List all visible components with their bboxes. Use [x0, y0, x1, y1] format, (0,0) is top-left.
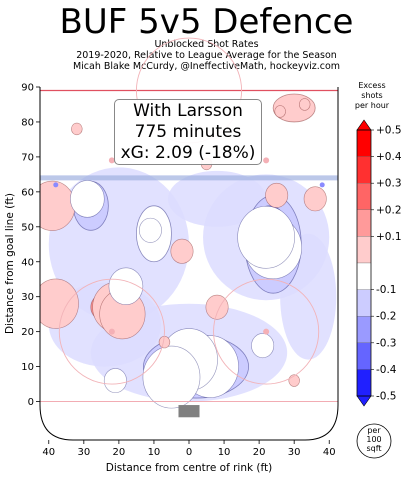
- y-tick-label: 90: [21, 83, 34, 94]
- colorbar-tick-label: -0.5: [376, 391, 397, 403]
- expected-goals: xG: 2.09 (-18%): [120, 143, 256, 163]
- y-tick-label: 60: [21, 187, 34, 198]
- y-tick-label: 50: [21, 222, 34, 233]
- faceoff-dot: [263, 157, 270, 164]
- chart-subtitle-metric: Unblocked Shot Rates: [154, 39, 259, 50]
- chart-subtitle-credits: Micah Blake McCurdy, @IneffectiveMath, h…: [72, 61, 341, 72]
- colorbar-swatch: [356, 236, 372, 264]
- neutral-dot: [53, 182, 59, 188]
- heat-hotspot: [138, 217, 162, 243]
- faceoff-circle: [58, 278, 165, 385]
- colorbar-tick-label: -0.3: [376, 337, 397, 349]
- heat-hotspot: [40, 180, 76, 231]
- colorbar-tick-label: +0.1: [376, 231, 402, 243]
- colorbar-swatch: [356, 369, 372, 397]
- colorbar-swatch: [356, 129, 372, 157]
- unit-badge-label: sqft: [366, 444, 381, 453]
- colorbar-swatch: [356, 209, 372, 237]
- colorbar-tick-label: +0.5: [376, 125, 402, 137]
- rink-markings: [39, 37, 339, 441]
- heat-hotspot: [274, 105, 286, 118]
- y-tick-label: 80: [21, 117, 34, 128]
- colorbar-bottom-arrow: [356, 395, 372, 407]
- heat-hotspot: [303, 186, 327, 212]
- y-tick-label: 20: [21, 327, 34, 338]
- unit-badge: [356, 423, 392, 459]
- faceoff-circle: [213, 278, 320, 385]
- colorbar-title: Excess: [358, 81, 385, 90]
- player-info-box: With Larsson 775 minutes xG: 2.09 (-18%): [114, 99, 262, 165]
- x-tick-label: 20: [253, 447, 266, 458]
- heat-hotspot: [298, 98, 311, 111]
- colorbar-title: shots: [361, 91, 382, 100]
- colorbar-top-arrow: [356, 119, 372, 131]
- heat-hotspot: [103, 368, 127, 394]
- player-name: With Larsson: [133, 101, 243, 121]
- chart-title: BUF 5v5 Defence: [59, 2, 354, 42]
- neutral-dot: [319, 182, 325, 188]
- y-tick-label: 10: [21, 362, 34, 373]
- y-axis-label: Distance from goal line (ft): [4, 193, 16, 334]
- heat-background-region: [167, 170, 267, 227]
- colorbar-swatch: [356, 342, 372, 370]
- heat-hotspot: [40, 278, 79, 329]
- heat-hotspot: [237, 205, 295, 269]
- axes: 0 10 20 30 40 50 60 70 80 90 40 30 20 10 0 10 20 30 40 Dist…: [4, 83, 336, 475]
- faceoff-dot: [263, 328, 270, 335]
- heat-hotspot: [142, 345, 201, 409]
- goal-net: [178, 405, 200, 418]
- colorbar-tick-label: -0.1: [376, 284, 397, 296]
- heat-hotspot: [205, 294, 229, 320]
- heat-hotspot: [70, 180, 105, 218]
- unit-badge-label: per: [367, 426, 381, 435]
- y-tick-label: 70: [21, 152, 34, 163]
- colorbar-frame: [356, 129, 372, 397]
- unit-badge-label: 100: [366, 435, 381, 444]
- x-tick-label: 0: [186, 447, 192, 458]
- colorbar-swatch: [356, 262, 372, 290]
- x-tick-label: 10: [218, 447, 231, 458]
- colorbar-tick-label: -0.2: [376, 311, 397, 323]
- x-tick-label: 30: [77, 447, 90, 458]
- colorbar-swatch: [356, 289, 372, 317]
- colorbar-tick-label: +0.2: [376, 204, 402, 216]
- colorbar-swatch: [356, 316, 372, 343]
- colorbar-title: per hour: [355, 101, 390, 110]
- colorbar-tick-label: +0.4: [376, 151, 402, 163]
- y-tick-label: 0: [28, 397, 34, 408]
- x-tick-label: 40: [323, 447, 336, 458]
- x-tick-label: 10: [148, 447, 161, 458]
- colorbar-tick-label: -0.4: [376, 364, 397, 376]
- y-tick-label: 40: [21, 257, 34, 268]
- colorbar-swatch: [356, 183, 372, 210]
- heat-hotspot: [108, 267, 144, 305]
- x-tick-label: 20: [113, 447, 126, 458]
- x-tick-label: 40: [42, 447, 55, 458]
- chart-subtitle-season: 2019-2020, Relative to League Average fo…: [76, 50, 337, 61]
- faceoff-dot: [108, 328, 115, 335]
- colorbar-tick-label: +0.3: [376, 178, 402, 190]
- heat-hotspot: [71, 122, 83, 136]
- y-tick-label: 30: [21, 292, 34, 303]
- faceoff-dot: [108, 157, 115, 164]
- heat-hotspot: [251, 333, 275, 359]
- minutes-played: 775 minutes: [134, 122, 242, 142]
- blue-line: [40, 175, 338, 181]
- heat-hotspot: [170, 238, 194, 264]
- colorbar-swatch: [356, 156, 372, 184]
- x-tick-label: 30: [288, 447, 301, 458]
- colorbar: +0.5 +0.4 +0.3 +0.2 +0.1 -0.1 -0.2 -0.3 -0.4 -0.5…: [355, 81, 402, 459]
- x-axis-label: Distance from centre of rink (ft): [106, 462, 273, 474]
- heat-hotspot: [265, 182, 289, 208]
